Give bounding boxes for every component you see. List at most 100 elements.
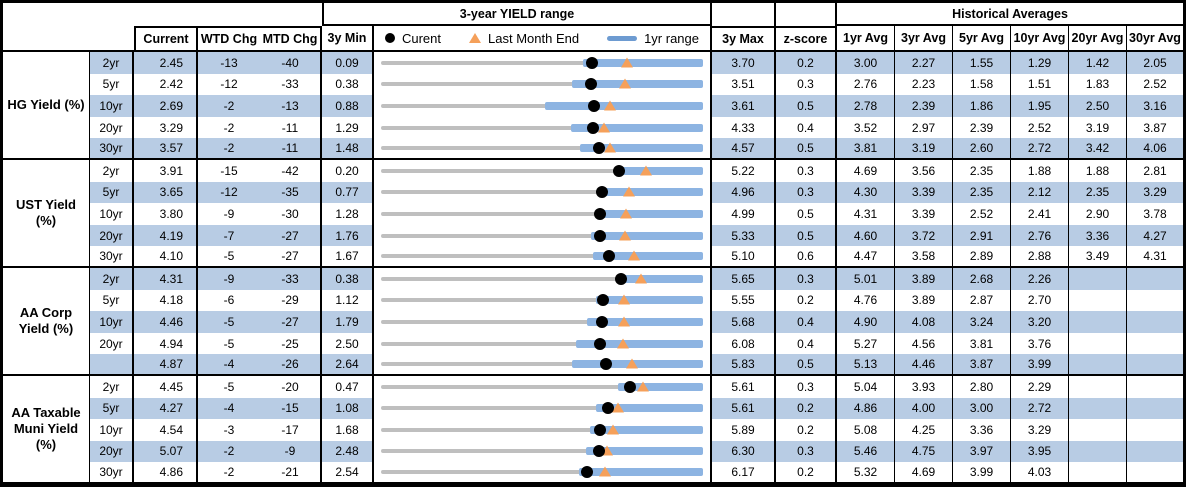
yield-range-plot (381, 138, 703, 158)
cell-avg: 3.36 (1069, 224, 1127, 247)
cell-avg: 5.32 (837, 462, 895, 484)
cell-avg: 4.08 (895, 311, 953, 333)
yield-range-chart-cell (374, 159, 712, 182)
cell-avg: 3.72 (895, 224, 953, 247)
yield-range-plot (381, 398, 703, 420)
cell-avg: 2.27 (895, 52, 953, 74)
cell-current-yield: 3.80 (134, 203, 198, 225)
cell-tenor: 5yr (90, 181, 134, 204)
header-blank-topleft (3, 3, 322, 26)
cell-avg: 1.55 (953, 52, 1011, 74)
cell-tenor: 5yr (90, 73, 134, 96)
cell-avg (1127, 311, 1183, 333)
cell-tenor: 5yr (90, 397, 134, 420)
cell-avg: 3.95 (1011, 440, 1069, 463)
cell-wtd-chg: -12 (198, 181, 260, 204)
cell-avg (1127, 354, 1183, 376)
cell-zscore: 0.5 (776, 138, 837, 160)
cell-mtd-chg: -17 (260, 419, 322, 441)
cell-avg: 2.29 (1011, 375, 1069, 398)
avg-column-header: 1yr Avg (837, 26, 895, 52)
yield-range-chart-cell (374, 224, 712, 247)
last-month-end-marker (623, 186, 636, 197)
cell-wtd-chg: -12 (220, 77, 238, 92)
chart-group-header: 3-year YIELD range (322, 3, 712, 26)
cell-avg (1069, 311, 1127, 333)
cell-wtd-chg: -15 (220, 163, 238, 178)
cell-avg: 1.83 (1069, 73, 1127, 96)
cell-zscore: 0.2 (776, 397, 837, 420)
three-year-range-track (381, 406, 703, 411)
cell-current-yield: 4.94 (134, 332, 198, 355)
current-yield-dot (612, 164, 625, 177)
cell-avg: 5.27 (837, 332, 895, 355)
yield-range-chart-cell (374, 289, 712, 312)
cell-3y-min: 2.50 (322, 332, 374, 355)
cell-mtd-chg: -26 (260, 354, 322, 376)
cell-3y-max: 3.61 (712, 95, 776, 117)
cell-current-yield: 2.69 (134, 95, 198, 117)
last-month-end-marker (612, 402, 625, 413)
cell-avg: 3.56 (895, 159, 953, 182)
one-year-range-bar (598, 188, 703, 197)
cell-zscore: 0.5 (776, 95, 837, 117)
cell-avg: 2.39 (895, 95, 953, 117)
cell-avg (1069, 332, 1127, 355)
cell-zscore: 0.3 (776, 181, 837, 204)
cell-avg: 3.49 (1069, 246, 1127, 268)
header-blank-left (3, 26, 134, 52)
yield-range-plot (381, 52, 703, 74)
cell-avg: 3.78 (1143, 206, 1167, 221)
current-yield-dot (615, 272, 628, 285)
three-year-range-track (381, 233, 703, 238)
three-year-range-track (381, 125, 703, 130)
cell-mtd-chg: -29 (260, 289, 322, 312)
three-year-range-track (381, 60, 703, 65)
cell-avg (1127, 397, 1183, 420)
yield-range-plot (381, 117, 703, 139)
cell-avg: 4.03 (1011, 462, 1069, 484)
cell-tenor: 2yr (90, 375, 134, 398)
cell-3y-min: 1.08 (322, 397, 374, 420)
cell-avg: 4.86 (837, 397, 895, 420)
cell-wtd-chg: -9 (198, 267, 260, 290)
cell-avg (1069, 354, 1127, 376)
cell-avg: 3.81 (953, 332, 1011, 355)
cell-3y-max: 4.57 (712, 138, 776, 160)
yield-range-chart-cell (374, 246, 712, 268)
cell-avg: 3.00 (837, 52, 895, 74)
cell-3y-max: 5.89 (712, 419, 776, 441)
cell-tenor: 2yr (90, 52, 134, 74)
yield-range-chart-cell (374, 52, 712, 74)
yield-range-plot (381, 203, 703, 225)
cell-wtd-chg: -7 (198, 224, 260, 247)
cell-avg: 3.52 (837, 116, 895, 139)
three-year-range-track (381, 276, 703, 281)
cell-avg: 1.29 (1011, 52, 1069, 74)
current-yield-dot (586, 121, 599, 134)
cell-zscore: 0.2 (776, 419, 837, 441)
yield-range-chart-cell (374, 332, 712, 355)
cell-avg: 4.25 (895, 419, 953, 441)
cell-avg: 2.05 (1127, 52, 1183, 74)
cell-avg: 2.97 (895, 116, 953, 139)
cell-wtd-chg: -5 (198, 311, 260, 333)
cell-mtd-chg: -15 (260, 397, 322, 420)
one-year-range-bar (570, 123, 703, 132)
three-year-range-track (381, 298, 703, 303)
current-yield-dot (603, 250, 616, 263)
three-year-range-track (381, 449, 703, 454)
legend-last-month-triangle-icon (469, 33, 482, 43)
wtd-chg-column-header: WTD Chg (198, 26, 260, 52)
cell-zscore: 0.3 (776, 267, 837, 290)
cell-3y-min: 2.48 (322, 440, 374, 463)
one-year-range-bar (591, 231, 703, 240)
cell-avg: 4.75 (895, 440, 953, 463)
current-yield-dot (601, 402, 614, 415)
cell-avg (1069, 397, 1127, 420)
cell-zscore: 0.6 (776, 246, 837, 268)
group-label: AA Taxable Muni Yield (%) (3, 375, 90, 484)
avg-column-header: 5yr Avg (953, 26, 1011, 52)
avg-column-header: 3yr Avg (895, 26, 953, 52)
cell-avg: 1.86 (953, 95, 1011, 117)
